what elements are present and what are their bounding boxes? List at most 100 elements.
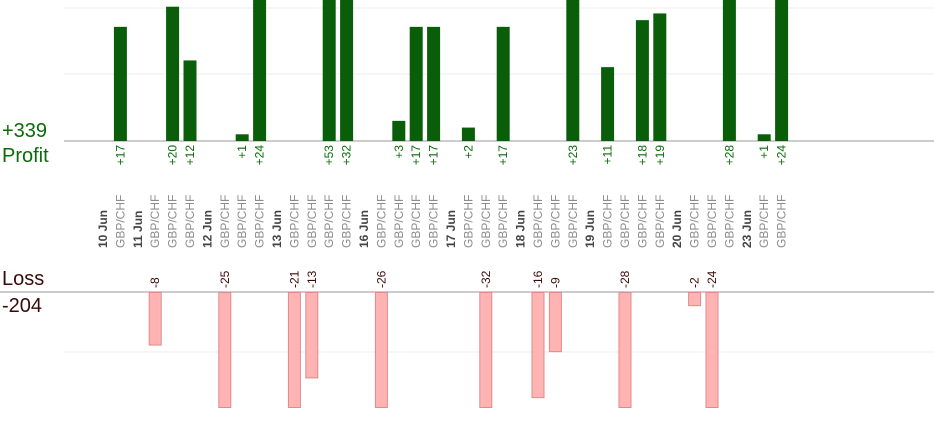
loss-value-label: -25: [218, 270, 232, 288]
profit-value-label: +28: [722, 145, 736, 166]
profit-value-label: +11: [601, 145, 615, 165]
profit-bar: [392, 120, 406, 141]
profit-value-label: +32: [340, 145, 354, 166]
date-label: 10 Jun: [96, 210, 110, 248]
profit-value-label: +3: [392, 145, 406, 159]
profit-bar: [775, 0, 789, 141]
pair-label: GBP/CHF: [461, 195, 475, 248]
loss-value-label: -28: [618, 270, 632, 288]
loss-bar: [688, 292, 702, 307]
profit-value-label: +17: [409, 145, 423, 166]
pair-label: GBP/CHF: [218, 195, 232, 248]
loss-total: -204: [2, 295, 43, 317]
profit-bar: [635, 20, 649, 142]
date-label: 18 Jun: [514, 210, 528, 248]
loss-bar: [531, 292, 545, 399]
loss-bar: [305, 292, 319, 379]
pair-label: GBP/CHF: [775, 195, 789, 248]
profit-bar: [183, 60, 197, 141]
loss-value-label: -2: [688, 277, 702, 288]
loss-value-label: -13: [305, 270, 319, 288]
pair-label: GBP/CHF: [757, 195, 771, 248]
profit-bar: [653, 13, 667, 141]
loss-bar: [618, 292, 632, 408]
date-label: 19 Jun: [583, 210, 597, 248]
profit-bar: [235, 134, 249, 141]
profit-value-label: +24: [253, 145, 267, 166]
pair-label: GBP/CHF: [253, 195, 267, 248]
profit-bar: [166, 6, 180, 142]
profit-value-label: +12: [183, 145, 197, 166]
pair-label: GBP/CHF: [722, 195, 736, 248]
loss-bar: [218, 292, 232, 408]
profit-bar: [601, 67, 615, 141]
profit-bar: [409, 26, 423, 141]
loss-value-label: -32: [479, 270, 493, 288]
profit-bar: [461, 127, 475, 141]
profit-bar: [322, 0, 336, 141]
profit-value-label: +17: [427, 145, 441, 166]
pair-label: GBP/CHF: [618, 195, 632, 248]
pair-label: GBP/CHF: [113, 195, 127, 248]
loss-bar: [705, 292, 719, 408]
pair-label: GBP/CHF: [496, 195, 510, 248]
profit-value-label: +53: [322, 145, 336, 166]
pair-label: GBP/CHF: [705, 195, 719, 248]
pair-label: GBP/CHF: [479, 195, 493, 248]
loss-bar: [479, 292, 493, 408]
pair-label: GBP/CHF: [427, 195, 441, 248]
profit-bar: [340, 0, 354, 141]
pair-label: GBP/CHF: [166, 195, 180, 248]
date-label: 12 Jun: [200, 210, 214, 248]
profit-value-label: +17: [496, 145, 510, 166]
pair-label: GBP/CHF: [601, 195, 615, 248]
profit-value-label: +24: [775, 145, 789, 166]
loss-bar: [287, 292, 301, 408]
pair-label: GBP/CHF: [287, 195, 301, 248]
profit-value-label: +2: [461, 145, 475, 159]
loss-label: Loss: [2, 268, 45, 290]
date-label: 20 Jun: [670, 210, 684, 248]
profit-bar: [757, 134, 771, 141]
profit-value-label: +19: [653, 145, 667, 166]
pair-label: GBP/CHF: [148, 195, 162, 248]
pair-label: GBP/CHF: [340, 195, 354, 248]
profit-label: Profit: [2, 145, 49, 167]
profit-bar: [113, 26, 127, 141]
profit-total: +339: [2, 120, 48, 142]
loss-bar: [148, 292, 162, 346]
profit-bar: [427, 26, 441, 141]
profit-value-label: +1: [757, 145, 771, 159]
profit-bar: [722, 0, 736, 141]
pair-label: GBP/CHF: [531, 195, 545, 248]
date-label: 17 Jun: [444, 210, 458, 248]
pair-label: GBP/CHF: [566, 195, 580, 248]
profit-value-label: +1: [235, 145, 249, 159]
loss-bar: [548, 292, 562, 353]
pair-label: GBP/CHF: [392, 195, 406, 248]
loss-bar: [374, 292, 388, 408]
date-label: 13 Jun: [270, 210, 284, 248]
loss-value-label: -24: [705, 270, 719, 288]
pair-label: GBP/CHF: [183, 195, 197, 248]
loss-value-label: -9: [548, 277, 562, 288]
profit-value-label: +18: [635, 145, 649, 166]
pair-label: GBP/CHF: [653, 195, 667, 248]
pair-label: GBP/CHF: [688, 195, 702, 248]
pair-label: GBP/CHF: [235, 195, 249, 248]
profit-value-label: +20: [166, 145, 180, 166]
loss-value-label: -16: [531, 270, 545, 288]
pair-label: GBP/CHF: [548, 195, 562, 248]
profit-bar: [566, 0, 580, 141]
date-label: 16 Jun: [357, 210, 371, 248]
pair-label: GBP/CHF: [305, 195, 319, 248]
date-label: 11 Jun: [131, 211, 145, 248]
date-label: 23 Jun: [740, 210, 754, 248]
profit-bar: [496, 26, 510, 141]
profit-value-label: +23: [566, 145, 580, 166]
loss-value-label: -26: [374, 270, 388, 288]
pair-label: GBP/CHF: [374, 195, 388, 248]
profit-bar: [253, 0, 267, 141]
